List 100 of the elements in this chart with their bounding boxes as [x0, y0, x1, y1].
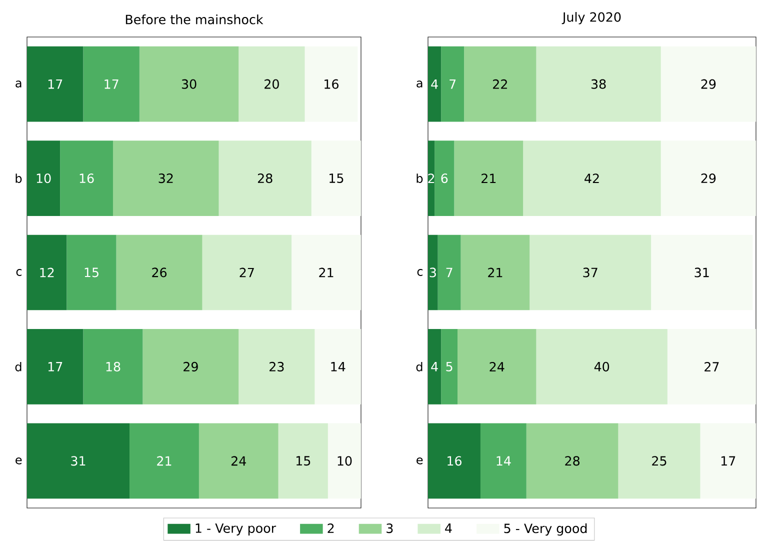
data-label: 3: [430, 268, 436, 278]
y-tick-label: b: [16, 174, 22, 183]
bar: [438, 234, 461, 310]
data-label: 29: [184, 362, 198, 372]
bar: [218, 140, 312, 216]
data-label: 26: [152, 268, 167, 278]
data-label: 25: [652, 456, 666, 466]
bar: [27, 46, 84, 122]
data-label: 10: [338, 456, 352, 466]
data-label: 17: [48, 79, 62, 89]
data-label: 18: [106, 362, 120, 372]
data-label: 30: [182, 79, 196, 89]
bar: [142, 329, 239, 404]
data-label: 22: [493, 79, 507, 89]
bar: [311, 140, 362, 216]
bar: [464, 46, 536, 122]
data-label: 15: [84, 268, 98, 278]
bar: [314, 329, 362, 404]
data-label: 27: [240, 268, 254, 278]
y-tick-label: c: [417, 269, 423, 276]
bar: [428, 423, 480, 499]
data-label: 12: [40, 268, 54, 278]
legend-label: 4: [445, 524, 452, 533]
bar: [428, 46, 442, 122]
data-label: 16: [80, 173, 94, 184]
y-tick-label: a: [16, 80, 22, 88]
bar: [700, 423, 756, 499]
legend-label: 3: [386, 523, 393, 534]
data-label: 17: [48, 362, 62, 372]
bar: [130, 423, 199, 499]
data-label: 4: [431, 79, 438, 89]
data-label: 5: [446, 362, 452, 372]
legend-label: 2: [328, 523, 334, 533]
y-tick-label: e: [16, 457, 22, 464]
bar: [660, 140, 756, 216]
data-label: 28: [258, 173, 272, 184]
y-tick-label: c: [16, 269, 22, 276]
data-label: 7: [450, 79, 456, 89]
bar: [458, 329, 536, 404]
y-tick-label: b: [416, 174, 423, 183]
bar: [667, 329, 756, 404]
bar: [278, 423, 328, 499]
data-label: 16: [324, 79, 338, 89]
data-label: 24: [232, 456, 246, 466]
data-label: 31: [71, 456, 86, 466]
bar: [428, 234, 438, 310]
bar: [618, 423, 700, 499]
legend-label: 1 - Very poor: [196, 524, 276, 536]
bar: [292, 234, 362, 310]
data-label: 29: [701, 79, 716, 89]
bar: [27, 329, 84, 404]
bar: [526, 423, 618, 499]
bar: [441, 329, 458, 404]
data-label: 23: [270, 362, 284, 372]
data-label: 27: [704, 362, 719, 372]
bar: [536, 46, 661, 122]
bar: [27, 423, 130, 499]
bar: [441, 46, 464, 122]
chart-title: July 2020: [562, 12, 621, 24]
bar: [27, 140, 60, 216]
data-label: 38: [591, 79, 606, 89]
bar: [304, 46, 358, 122]
bar: [83, 46, 140, 122]
bar: [27, 234, 67, 310]
bar: [530, 234, 652, 310]
data-label: 2: [428, 174, 434, 183]
data-label: 14: [331, 362, 346, 372]
data-label: 21: [319, 268, 334, 278]
data-label: 24: [490, 362, 504, 372]
bar: [434, 140, 454, 216]
data-label: 17: [721, 456, 736, 466]
y-tick-label: e: [416, 457, 423, 464]
bar: [112, 140, 219, 216]
data-label: 4: [431, 362, 438, 372]
chart-title: Before the mainshock: [126, 14, 264, 24]
legend-label: 5 - Very good: [504, 523, 587, 536]
data-label: 15: [330, 174, 344, 184]
bar: [139, 46, 239, 122]
data-label: 17: [104, 79, 118, 89]
bar: [428, 329, 442, 404]
bar: [454, 140, 524, 216]
bar: [116, 234, 202, 310]
bar: [198, 423, 278, 499]
data-label: 21: [482, 174, 496, 183]
data-label: 21: [488, 268, 502, 278]
data-label: 32: [158, 173, 173, 184]
data-label: 28: [565, 456, 580, 466]
data-label: 40: [594, 362, 610, 372]
data-label: 10: [36, 173, 51, 184]
data-label: 6: [441, 173, 448, 184]
bar: [202, 234, 292, 310]
data-label: 29: [701, 173, 716, 184]
data-label: 42: [584, 174, 599, 183]
data-label: 16: [448, 456, 462, 466]
y-tick-label: d: [416, 362, 422, 372]
data-label: 31: [694, 268, 709, 278]
bar: [523, 140, 661, 216]
bar: [83, 329, 143, 404]
bar: [60, 140, 113, 216]
bar: [460, 234, 530, 310]
